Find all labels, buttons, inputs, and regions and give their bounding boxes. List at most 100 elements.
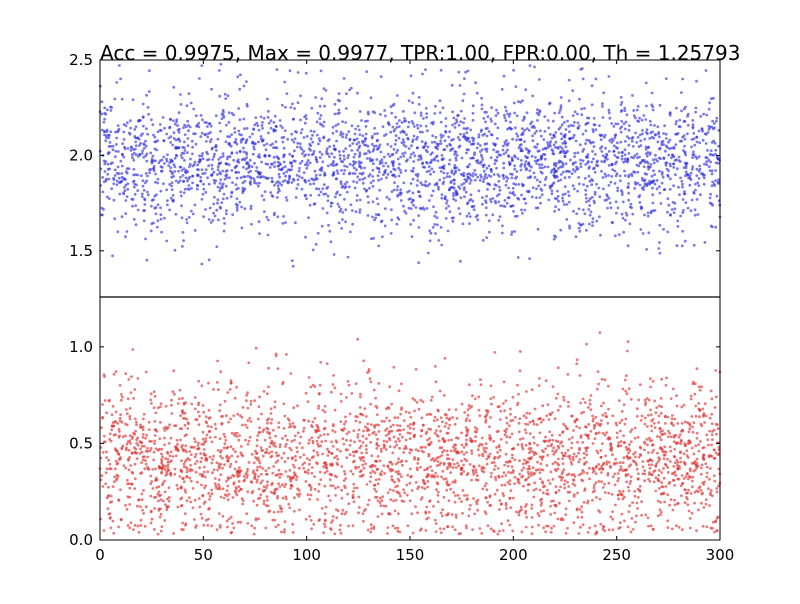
data-point [448,417,452,420]
data-point [329,472,333,476]
data-point [426,129,429,133]
data-point [288,168,292,172]
data-point [393,127,397,131]
data-point [362,466,366,470]
data-point [585,122,589,125]
data-point [335,516,339,520]
data-point [374,216,378,220]
data-point [504,109,508,113]
data-point [342,149,345,153]
data-point [120,97,124,101]
data-point [472,472,476,476]
data-point [403,131,406,134]
data-point [467,383,471,387]
data-point [207,122,211,126]
data-point [340,465,344,468]
data-point [344,136,348,139]
data-point [329,163,333,167]
data-point [359,412,362,416]
data-point [603,159,607,163]
data-point [395,490,399,494]
data-point [500,483,504,487]
data-point [146,446,149,450]
data-point [180,156,184,160]
data-point [237,171,241,174]
data-point [413,409,416,413]
data-point [414,206,418,209]
data-point [250,222,253,226]
data-point [145,159,149,163]
data-point [481,196,484,200]
data-point [561,444,565,448]
data-point [666,415,670,419]
data-point [611,453,614,457]
data-point [532,422,536,426]
data-point [150,199,154,202]
data-point [516,196,520,200]
data-point [225,162,229,166]
data-point [168,183,172,186]
data-point [529,449,533,453]
data-point [144,505,148,509]
data-point [133,182,137,186]
data-point [358,406,362,409]
data-point [628,449,632,453]
data-point [515,132,518,136]
data-point [479,173,482,177]
data-point [235,208,239,212]
data-point [405,133,408,137]
data-point [671,387,675,391]
data-point [272,146,275,150]
data-point [509,120,512,124]
data-point [275,146,279,150]
data-point [379,113,382,116]
data-point [523,208,527,212]
data-point [229,195,233,199]
data-point [361,413,365,417]
data-point [312,149,316,153]
data-point [590,84,594,88]
data-point [544,146,547,150]
data-point [374,490,378,493]
data-point [537,113,541,117]
data-point [647,524,650,528]
data-point [160,230,164,234]
data-point [378,459,382,463]
data-point [224,212,228,216]
data-point [689,397,693,401]
data-point [429,161,432,165]
data-point [645,104,648,108]
data-point [274,124,278,128]
data-point [642,185,646,189]
data-point [480,96,483,100]
data-point [120,164,124,168]
data-point [555,197,559,201]
data-point [643,172,647,176]
data-point [244,438,247,442]
data-point [663,432,667,436]
data-point [370,237,373,241]
data-point [388,155,392,158]
data-point [140,152,144,155]
data-point [427,199,431,202]
data-point [456,136,460,139]
data-point [589,394,593,397]
data-point [171,390,175,393]
data-point [377,167,381,171]
data-point [559,132,563,136]
data-point [686,497,689,501]
data-point [583,462,586,466]
data-point [268,436,272,440]
data-point [568,224,571,228]
data-point [372,388,376,392]
data-point [286,475,290,478]
data-point [684,153,687,157]
data-point [231,181,234,185]
data-point [591,128,595,131]
data-point [537,523,540,527]
data-point [221,186,224,190]
data-point [344,121,348,124]
data-point [245,80,248,83]
data-point [683,239,687,243]
data-point [307,441,311,445]
